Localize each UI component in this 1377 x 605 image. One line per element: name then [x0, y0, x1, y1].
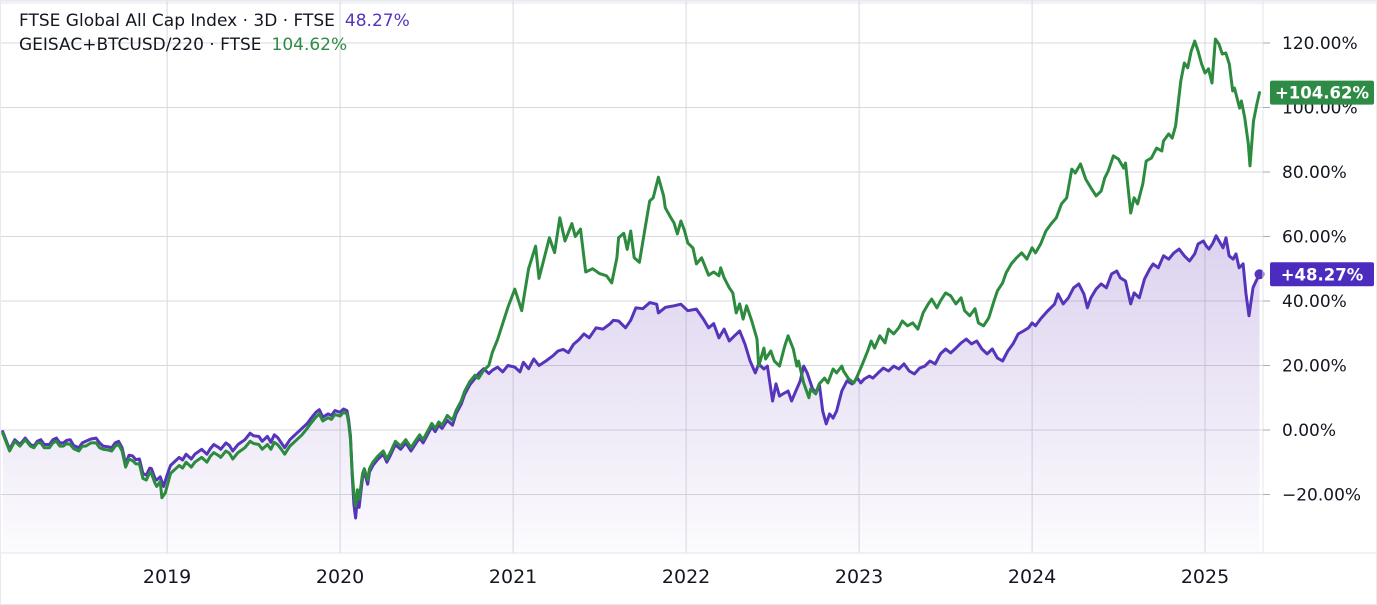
- price-tick-label: 40.00%: [1282, 292, 1347, 312]
- legend-value-geisac: 104.62%: [271, 35, 348, 55]
- price-tick-label: 120.00%: [1282, 34, 1358, 54]
- legend-item-geisac[interactable]: GEISAC+BTCUSD/220 · FTSE 104.62%: [19, 33, 410, 57]
- series-end-marker: [1254, 269, 1265, 280]
- price-tick-label: 0.00%: [1282, 421, 1336, 441]
- legend-title-geisac[interactable]: GEISAC+BTCUSD/220 · FTSE: [19, 35, 262, 55]
- price-label-badge-geisac: +104.62%: [1270, 80, 1374, 105]
- time-tick-label: 2022: [662, 566, 710, 588]
- area-series-ftse: [1, 234, 1261, 554]
- price-scale[interactable]: 120.00%100.00%80.00%60.00%40.00%20.00%0.…: [1263, 34, 1374, 506]
- price-badge-label: +104.62%: [1275, 84, 1369, 103]
- legend-item-ftse[interactable]: FTSE Global All Cap Index · 3D · FTSE 48…: [19, 9, 410, 33]
- time-tick-label: 2025: [1181, 566, 1229, 588]
- price-badge-label: +48.27%: [1281, 265, 1364, 284]
- price-tick-label: 20.00%: [1282, 357, 1347, 377]
- legend: FTSE Global All Cap Index · 3D · FTSE 48…: [19, 9, 410, 57]
- price-label-badge-ftse: +48.27%: [1270, 262, 1374, 287]
- time-tick-label: 2023: [835, 566, 883, 588]
- time-tick-label: 2021: [489, 566, 537, 588]
- price-tick-label: 80.00%: [1282, 163, 1347, 183]
- line-series-geisac: [1, 37, 1261, 508]
- time-scale[interactable]: 2019 2020 2021 2022 2023 2024 2025: [143, 566, 1229, 588]
- legend-title-ftse[interactable]: FTSE Global All Cap Index · 3D · FTSE: [19, 11, 335, 31]
- time-tick-label: 2020: [316, 566, 364, 588]
- time-tick-label: 2024: [1008, 566, 1056, 588]
- legend-value-ftse: 48.27%: [344, 11, 410, 31]
- top-border-strip: [1, 1, 1376, 4]
- time-tick-label: 2019: [143, 566, 191, 588]
- price-tick-label: 60.00%: [1282, 228, 1347, 248]
- price-tick-label: −20.00%: [1282, 486, 1361, 506]
